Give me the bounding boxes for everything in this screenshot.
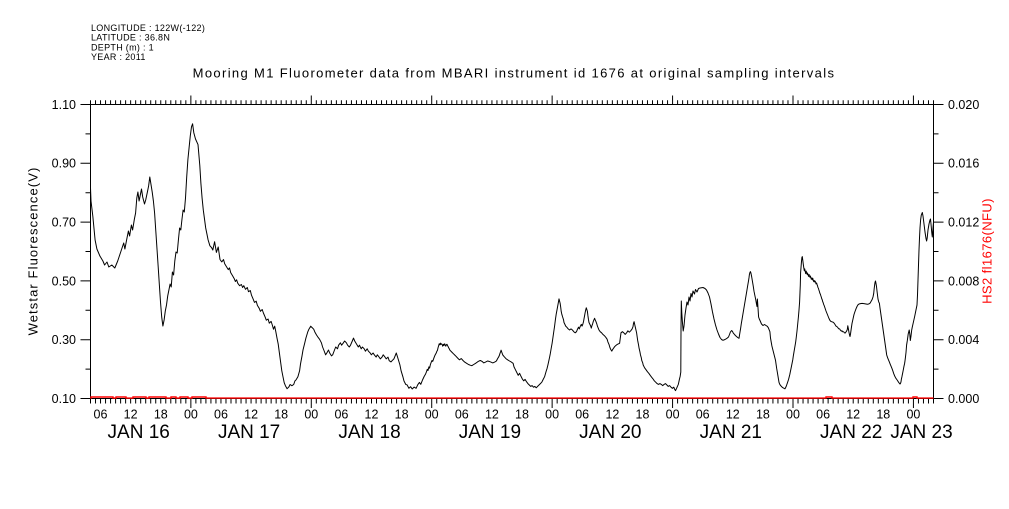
svg-text:12: 12 <box>244 408 258 422</box>
svg-text:18: 18 <box>636 408 650 422</box>
svg-text:LONGITUDE : 122W(-122): LONGITUDE : 122W(-122) <box>91 23 205 33</box>
svg-text:JAN 22: JAN 22 <box>820 422 882 443</box>
svg-text:06: 06 <box>455 408 469 422</box>
svg-text:12: 12 <box>605 408 619 422</box>
svg-text:JAN 19: JAN 19 <box>459 422 521 443</box>
svg-text:06: 06 <box>334 408 348 422</box>
svg-text:0.016: 0.016 <box>948 157 979 171</box>
svg-text:00: 00 <box>786 408 800 422</box>
svg-text:1.10: 1.10 <box>52 98 76 112</box>
svg-text:JAN 21: JAN 21 <box>700 422 762 443</box>
svg-text:18: 18 <box>515 408 529 422</box>
svg-text:06: 06 <box>94 408 108 422</box>
svg-text:DEPTH (m) : 1: DEPTH (m) : 1 <box>91 42 154 52</box>
svg-text:12: 12 <box>124 408 138 422</box>
svg-text:JAN 18: JAN 18 <box>338 422 400 443</box>
svg-text:18: 18 <box>756 408 770 422</box>
svg-text:0.012: 0.012 <box>948 216 979 230</box>
svg-text:00: 00 <box>304 408 318 422</box>
svg-text:12: 12 <box>846 408 860 422</box>
svg-text:00: 00 <box>425 408 439 422</box>
svg-text:18: 18 <box>154 408 168 422</box>
svg-text:00: 00 <box>545 408 559 422</box>
svg-text:JAN 17: JAN 17 <box>218 422 280 443</box>
svg-text:YEAR : 2011: YEAR : 2011 <box>91 52 146 62</box>
svg-text:Wetstar Fluorescence(V): Wetstar Fluorescence(V) <box>26 167 41 336</box>
svg-text:00: 00 <box>906 408 920 422</box>
svg-text:12: 12 <box>485 408 499 422</box>
svg-text:0.50: 0.50 <box>52 274 76 288</box>
svg-text:0.004: 0.004 <box>948 333 979 347</box>
svg-text:0.10: 0.10 <box>52 392 76 406</box>
svg-text:0.30: 0.30 <box>52 333 76 347</box>
svg-text:JAN 23: JAN 23 <box>890 422 952 443</box>
svg-text:0.020: 0.020 <box>948 98 979 112</box>
svg-text:12: 12 <box>726 408 740 422</box>
svg-text:Mooring M1 Fluorometer data fr: Mooring M1 Fluorometer data from MBARI i… <box>193 66 836 81</box>
svg-text:06: 06 <box>214 408 228 422</box>
svg-text:HS2 fl1676(NFU): HS2 fl1676(NFU) <box>980 198 995 304</box>
svg-text:0.70: 0.70 <box>52 216 76 230</box>
svg-text:06: 06 <box>816 408 830 422</box>
svg-text:18: 18 <box>876 408 890 422</box>
svg-text:18: 18 <box>395 408 409 422</box>
svg-text:12: 12 <box>365 408 379 422</box>
svg-text:0.008: 0.008 <box>948 274 979 288</box>
svg-text:18: 18 <box>274 408 288 422</box>
svg-text:00: 00 <box>184 408 198 422</box>
svg-text:JAN 16: JAN 16 <box>108 422 170 443</box>
svg-text:06: 06 <box>696 408 710 422</box>
svg-text:0.90: 0.90 <box>52 157 76 171</box>
svg-text:JAN 20: JAN 20 <box>579 422 641 443</box>
svg-text:LATITUDE : 36.8N: LATITUDE : 36.8N <box>91 33 170 43</box>
svg-text:0.000: 0.000 <box>948 392 979 406</box>
svg-text:00: 00 <box>666 408 680 422</box>
svg-text:06: 06 <box>575 408 589 422</box>
